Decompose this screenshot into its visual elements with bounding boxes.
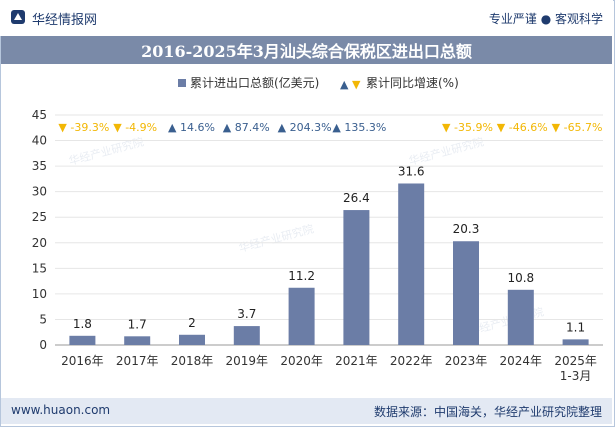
growth-rate-label: -65.7%	[564, 121, 603, 134]
growth-up-marker: ▲	[168, 121, 177, 134]
legend-bar-label: 累计进出口总额(亿美元)	[190, 75, 319, 90]
bar-value-label: 2	[188, 316, 196, 330]
watermark-text: 华经产业研究院	[407, 134, 485, 167]
x-tick-label: 2018年	[171, 354, 214, 368]
bar[interactable]	[124, 336, 151, 345]
growth-rate-label: 204.3%	[290, 121, 332, 134]
growth-rate-label: -46.6%	[509, 121, 548, 134]
top-bar: 华经情报网 专业严谨 ● 客观科学	[0, 0, 613, 36]
data-source: 数据来源：中国海关，华经产业研究院整理	[373, 405, 602, 419]
growth-down-marker: ▼	[552, 121, 561, 134]
y-tick-label: 45	[32, 108, 47, 122]
x-tick-label: 2025年 1-3月	[554, 354, 597, 383]
growth-up-marker: ▲	[332, 121, 341, 134]
y-tick-label: 30	[32, 185, 47, 199]
growth-rate-label: -39.3%	[70, 121, 109, 134]
growth-up-marker: ▲	[278, 121, 287, 134]
growth-down-marker: ▼	[442, 121, 451, 134]
growth-rate-label: 14.6%	[180, 121, 215, 134]
bar[interactable]	[233, 326, 260, 345]
y-tick-label: 10	[32, 287, 47, 301]
site-url[interactable]: www.huaon.com	[11, 403, 111, 417]
x-tick-label: 2024年	[500, 354, 543, 368]
bar-value-label: 1.1	[566, 320, 585, 334]
bar[interactable]	[507, 289, 534, 345]
growth-up-marker: ▲	[223, 121, 232, 134]
bar[interactable]	[179, 334, 205, 345]
title-bar: 2016-2025年3月汕头综合保税区进出口总额	[1, 36, 612, 64]
brand-name: 华经情报网	[32, 13, 98, 28]
y-tick-label: 20	[32, 236, 47, 250]
bar[interactable]	[69, 335, 96, 345]
y-tick-label: 25	[32, 210, 47, 224]
bar[interactable]	[453, 241, 479, 345]
bar[interactable]	[288, 287, 315, 345]
chart-title: 2016-2025年3月汕头综合保税区进出口总额	[141, 42, 472, 61]
y-tick-label: 0	[39, 338, 47, 352]
legend-bar-swatch	[178, 79, 186, 87]
bar[interactable]	[343, 210, 370, 345]
y-tick-label: 15	[32, 261, 47, 275]
x-tick-label: 2021年	[335, 354, 378, 368]
x-tick-label: 2019年	[226, 354, 269, 368]
bar-value-label: 10.8	[507, 271, 534, 285]
y-tick-label: 5	[39, 312, 47, 326]
legend-up-marker: ▲	[340, 78, 349, 91]
x-tick-label: 2022年	[390, 354, 433, 368]
growth-rate-label: -4.9%	[125, 121, 157, 134]
bar[interactable]	[562, 339, 589, 345]
watermark-text: 华经产业研究院	[237, 221, 315, 254]
footer-bar: www.huaon.com 数据来源：中国海关，华经产业研究院整理	[1, 398, 612, 424]
bar-value-label: 1.8	[73, 317, 92, 331]
growth-rate-label: -35.9%	[454, 121, 493, 134]
bar-value-label: 3.7	[237, 307, 256, 321]
brand-slogan: 专业严谨 ● 客观科学	[488, 12, 603, 26]
bar-value-label: 31.6	[398, 164, 425, 178]
x-tick-label: 2020年	[280, 354, 323, 368]
bar-value-label: 20.3	[453, 222, 480, 236]
legend-growth-label: 累计同比增速(%)	[366, 76, 459, 90]
x-tick-label: 2016年	[61, 354, 104, 368]
huajing-logo-icon	[11, 10, 25, 24]
watermark-text: 华经产业研究院	[67, 134, 145, 167]
growth-down-marker: ▼	[58, 121, 67, 134]
bar[interactable]	[398, 183, 425, 345]
bar-value-label: 11.2	[288, 269, 315, 283]
legend-down-marker: ▼	[352, 78, 361, 91]
x-tick-label: 2017年	[116, 354, 159, 368]
bar-value-label: 26.4	[343, 191, 370, 205]
y-tick-label: 40	[32, 134, 47, 148]
growth-down-marker: ▼	[113, 121, 122, 134]
y-tick-label: 35	[32, 159, 47, 173]
growth-rate-label: 87.4%	[235, 121, 270, 134]
growth-down-marker: ▼	[497, 121, 506, 134]
bar-value-label: 1.7	[128, 317, 147, 331]
growth-rate-label: 135.3%	[344, 121, 386, 134]
x-tick-label: 2023年	[445, 354, 488, 368]
